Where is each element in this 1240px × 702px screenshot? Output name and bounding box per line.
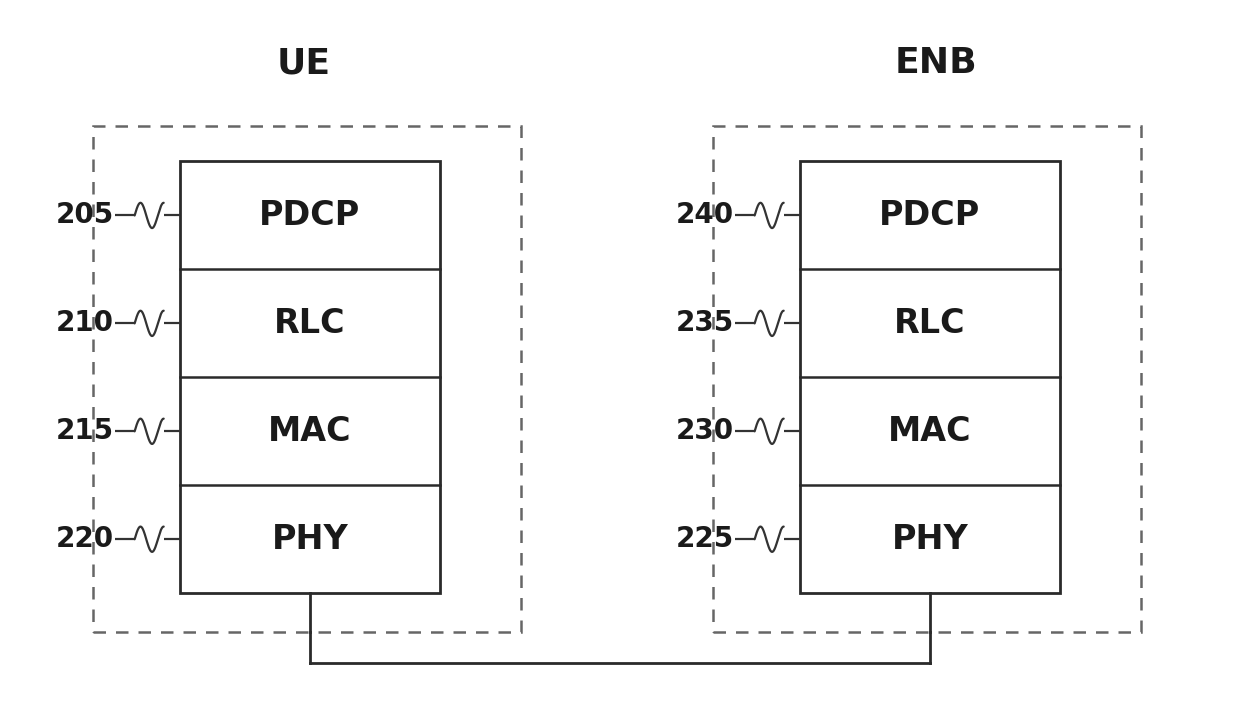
Bar [180,161,440,593]
Text: PDCP: PDCP [259,199,361,232]
Text: 235: 235 [676,310,734,338]
Text: PHY: PHY [272,523,348,556]
Text: 230: 230 [676,417,734,445]
Text: RLC: RLC [894,307,966,340]
Text: 215: 215 [56,417,114,445]
Text: 240: 240 [676,201,734,230]
Text: 220: 220 [56,525,114,553]
Bar [800,161,1060,593]
Text: PDCP: PDCP [879,199,981,232]
Text: 210: 210 [56,310,114,338]
Text: MAC: MAC [888,415,972,448]
Text: 205: 205 [56,201,114,230]
Text: UE: UE [277,46,331,80]
Text: RLC: RLC [274,307,346,340]
Text: PHY: PHY [892,523,968,556]
Text: MAC: MAC [268,415,352,448]
Text: ENB: ENB [895,46,977,80]
Bar [713,126,1141,632]
Bar [93,126,521,632]
Text: 225: 225 [676,525,734,553]
